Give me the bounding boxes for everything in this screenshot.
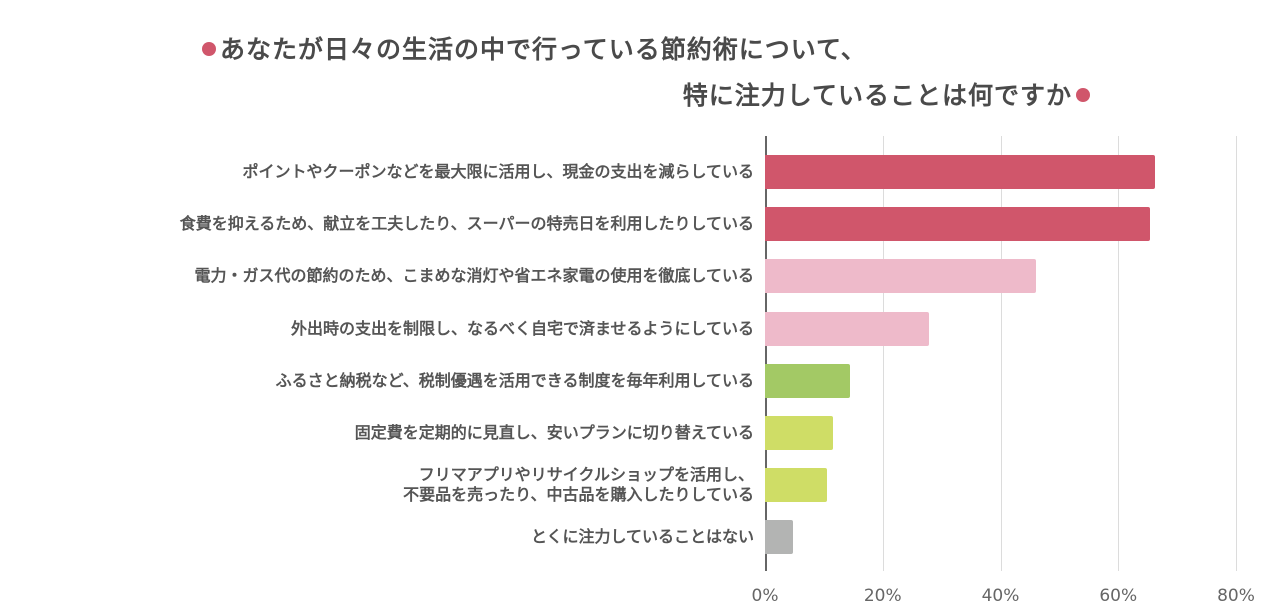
category-label-line: フリマアプリやリサイクルショップを活用し、 — [418, 465, 754, 485]
category-label-line: とくに注力していることはない — [530, 527, 754, 547]
title-text-line2: 特に注力していることは何ですか — [682, 81, 1072, 110]
y-axis-line — [765, 136, 767, 571]
bar — [765, 363, 851, 398]
category-label-line: 固定費を定期的に見直し、安いプランに切り替えている — [354, 423, 754, 442]
category-label-line: 食費を抑えるため、献立を工夫したり、スーパーの特売日を利用したりしている — [179, 214, 754, 234]
category-label-line: 電力・ガス代の節約のため、こまめな消灯や省エネ家電の使用を徹底している — [194, 266, 754, 286]
bar — [765, 468, 827, 503]
gridline — [1118, 136, 1120, 571]
category-label: 固定費を定期的に見直し、安いプランに切り替えている — [355, 423, 754, 443]
category-label-line: ポイントやクーポンなどを最大限に活用し、現金の支出を減らしている — [242, 162, 754, 181]
category-label: とくに注力していることはない — [531, 527, 754, 547]
x-tick-label: 60% — [1099, 586, 1138, 606]
category-label: 食費を抑えるため、献立を工夫したり、スーパーの特売日を利用したりしている — [180, 214, 754, 234]
category-label-line: ふるさと納税など、税制優遇を活用できる制度を毎年利用している — [275, 370, 754, 390]
chart-title-line2: 特に注力していることは何ですか — [683, 76, 1094, 112]
x-tick-label: 20% — [863, 586, 902, 606]
plot-area — [765, 136, 1245, 571]
category-label-line: 外出時の支出を制限し、なるべく自宅で済ませるようにしている — [290, 318, 754, 338]
x-tick-label: 80% — [1217, 586, 1255, 606]
category-label: 外出時の支出を制限し、なるべく自宅で済ませるようにしている — [291, 319, 754, 339]
x-tick-label: 40% — [981, 586, 1020, 606]
bar — [765, 520, 794, 555]
bar — [765, 311, 930, 346]
title-bullet-dot-icon — [1076, 88, 1090, 102]
gridline — [1000, 136, 1002, 571]
x-tick-label: 0% — [751, 586, 779, 606]
title-text-line1: あなたが日々の生活の中で行っている節約術について、 — [220, 35, 867, 64]
chart-title-line1: あなたが日々の生活の中で行っている節約術について、 — [198, 30, 867, 66]
gridline — [882, 136, 884, 571]
category-label: フリマアプリやリサイクルショップを活用し、 不要品を売ったり、中古品を購入したりし… — [403, 465, 754, 505]
bar — [765, 416, 834, 450]
bar — [765, 207, 1151, 242]
bar — [765, 155, 1155, 189]
category-label: 電力・ガス代の節約のため、こまめな消灯や省エネ家電の使用を徹底している — [194, 266, 754, 286]
category-label-line: 不要品を売ったり、中古品を購入したりしている — [403, 485, 754, 505]
bar — [765, 259, 1037, 294]
title-bullet-dot-icon — [202, 42, 216, 56]
category-label: ポイントやクーポンなどを最大限に活用し、現金の支出を減らしている — [242, 162, 754, 182]
gridline — [1236, 136, 1237, 571]
category-label: ふるさと納税など、税制優遇を活用できる制度を毎年利用している — [276, 371, 754, 391]
